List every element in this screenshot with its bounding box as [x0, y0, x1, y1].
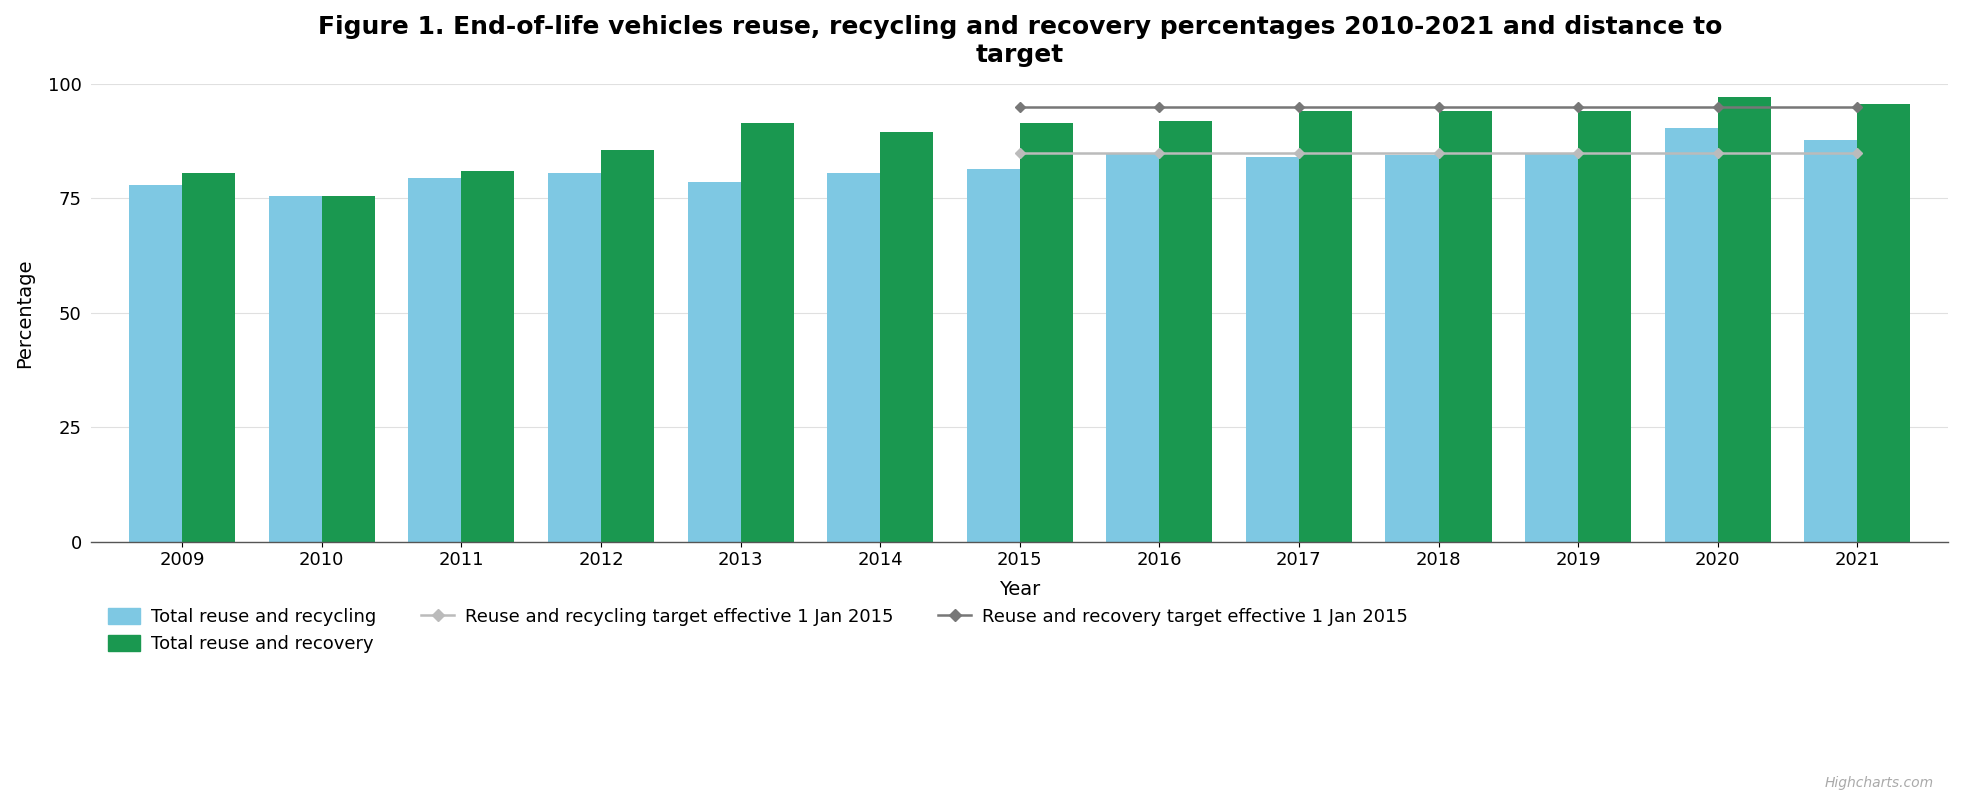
Bar — [687, 182, 740, 542]
Bar — [548, 174, 601, 542]
Bar — [1718, 97, 1771, 542]
Title: Figure 1. End-of-life vehicles reuse, recycling and recovery percentages 2010-20: Figure 1. End-of-life vehicles reuse, re… — [318, 15, 1722, 66]
Bar — [322, 196, 375, 542]
Bar — [461, 171, 514, 542]
Bar — [1578, 111, 1631, 542]
Bar — [1857, 103, 1910, 542]
Bar — [826, 174, 879, 542]
Bar — [1804, 140, 1857, 542]
Bar — [1439, 111, 1492, 542]
Bar — [1525, 153, 1578, 542]
Bar — [966, 169, 1019, 542]
Bar — [601, 150, 654, 542]
Text: Highcharts.com: Highcharts.com — [1824, 776, 1934, 790]
Bar — [408, 178, 461, 542]
Bar — [879, 132, 932, 542]
X-axis label: Year: Year — [999, 580, 1040, 599]
Bar — [269, 196, 322, 542]
Bar — [1160, 121, 1213, 542]
Bar — [1247, 158, 1300, 542]
Bar — [1107, 153, 1160, 542]
Bar — [1386, 155, 1439, 542]
Bar — [740, 123, 793, 542]
Bar — [1300, 111, 1353, 542]
Bar — [1019, 123, 1074, 542]
Y-axis label: Percentage: Percentage — [16, 258, 33, 367]
Legend: Total reuse and recycling, Total reuse and recovery, Reuse and recycling target : Total reuse and recycling, Total reuse a… — [100, 601, 1415, 661]
Bar — [1665, 128, 1718, 542]
Bar — [130, 185, 183, 542]
Bar — [183, 174, 236, 542]
